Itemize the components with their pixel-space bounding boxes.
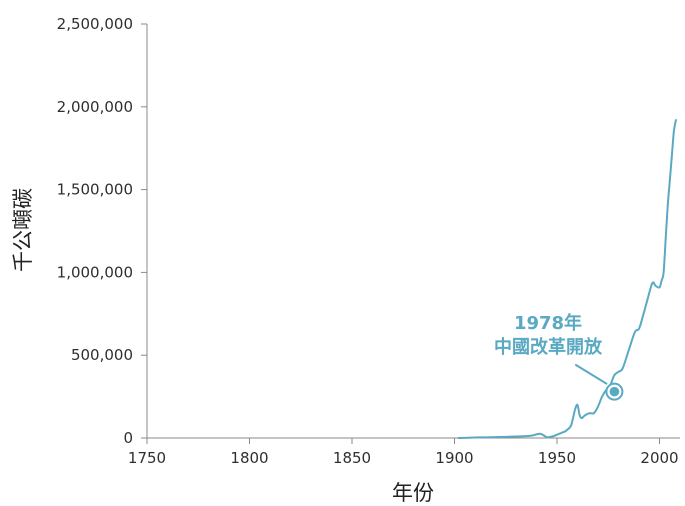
annotation-marker-inner bbox=[609, 386, 620, 397]
annotation-event-label: 中國改革開放 bbox=[494, 336, 603, 358]
x-axis-title: 年份 bbox=[392, 481, 434, 505]
x-tick-label: 2000 bbox=[640, 449, 678, 467]
x-tick-label: 1750 bbox=[128, 449, 166, 467]
x-tick-label: 1900 bbox=[435, 449, 473, 467]
series-layer bbox=[457, 119, 677, 439]
x-tick-label: 1800 bbox=[230, 449, 268, 467]
annotation-year-label: 1978年 bbox=[514, 312, 582, 334]
carbon-emissions-line bbox=[457, 119, 677, 439]
y-tick-label: 1,500,000 bbox=[57, 181, 133, 199]
x-tick-label: 1850 bbox=[333, 449, 371, 467]
y-axis-title: 千公噸碳 bbox=[11, 188, 35, 272]
y-axis: 0 500,000 1,000,000 1,500,000 2,000,000 2,500… bbox=[57, 15, 148, 447]
x-axis: 1750 1800 1850 1900 1950 2000 bbox=[128, 437, 680, 467]
y-tick-label: 0 bbox=[123, 429, 133, 447]
y-tick-label: 2,500,000 bbox=[57, 15, 133, 33]
x-tick-label: 1950 bbox=[538, 449, 576, 467]
annotation-connector bbox=[575, 364, 608, 385]
y-tick-label: 1,000,000 bbox=[57, 263, 133, 281]
y-tick-label: 500,000 bbox=[71, 346, 133, 364]
y-tick-label: 2,000,000 bbox=[57, 98, 133, 116]
